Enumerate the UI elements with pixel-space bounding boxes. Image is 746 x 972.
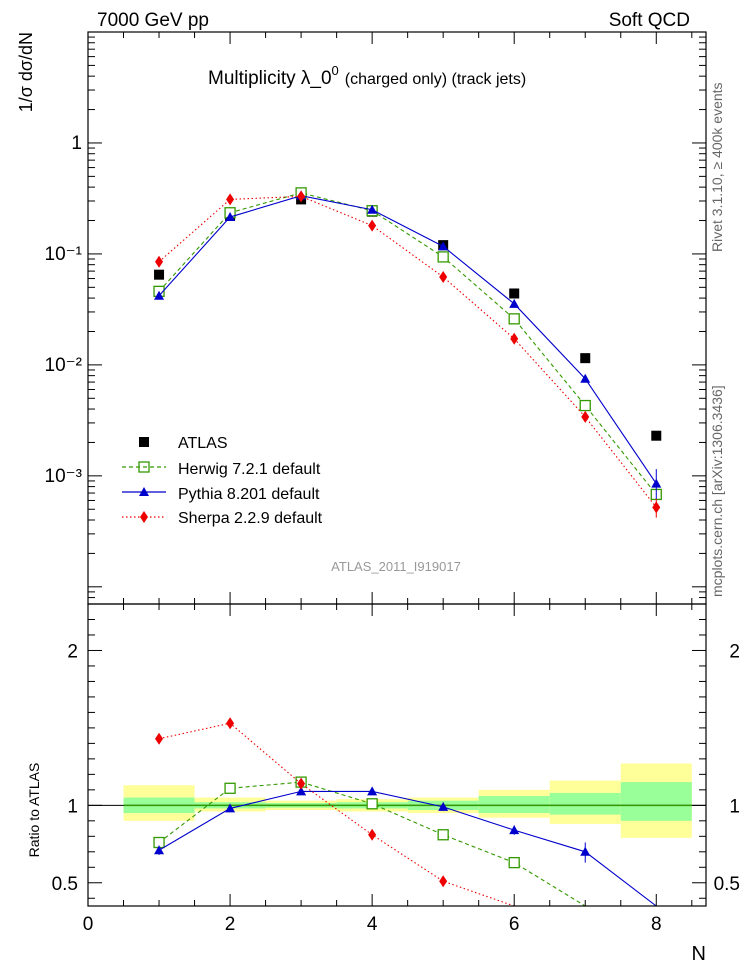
band-inner-7 [549, 792, 621, 815]
main-panel: 1/σ dσ/dN Multiplicity λ_00 (charged only… [16, 31, 707, 605]
chart-title-main: Multiplicity λ_0 [208, 68, 332, 89]
ratio-series-pythia [154, 786, 657, 906]
y-tick-label-0: 10⁻³ [45, 466, 83, 487]
x-tick-label-0: 0 [83, 914, 94, 935]
legend-sherpa-marker [140, 511, 148, 523]
band-inner-6 [478, 796, 550, 814]
point-pythia-4 [367, 204, 378, 214]
point-herwig-5 [437, 251, 449, 263]
y-tick-label-3: 1 [71, 133, 82, 154]
y-tick-label-2: 10⁻¹ [45, 244, 83, 265]
y-axis-label: 1/σ dσ/dN [16, 32, 36, 112]
point-data-1 [154, 269, 165, 280]
x-tick-label-2: 2 [225, 914, 236, 935]
legend-herwig-marker [138, 461, 150, 473]
point-herwig-6 [508, 313, 520, 325]
ratio-line-pythia [158, 790, 657, 906]
x-tick-label-8: 8 [651, 914, 662, 935]
ratio-panel: Ratio to ATLAS N 0 2 4 6 8 0.5 0.5 1 1 2 2 [26, 603, 740, 965]
header-left: 7000 GeV pp [97, 10, 209, 31]
point-sherpa-2 [226, 193, 235, 206]
point-herwig-7 [579, 399, 591, 412]
x-tick-label-4: 4 [367, 914, 378, 935]
series-line-pythia [158, 195, 657, 484]
legend-atlas-label: ATLAS [178, 435, 228, 452]
legend-atlas-marker [139, 437, 149, 447]
ratio-point-pythia-4 [367, 786, 378, 796]
ratio-y-axis-label: Ratio to ATLAS [26, 763, 42, 858]
point-sherpa-7 [581, 410, 590, 423]
point-pythia-2 [225, 212, 236, 222]
y-tick-label-1: 10⁻² [45, 355, 83, 376]
ratio-y-tick-label-left-0: 0.5 [52, 874, 78, 895]
series-line-herwig [158, 192, 657, 495]
mcplots-label: mcplots.cern.ch [arXiv:1306.3436] [709, 385, 725, 597]
chart-title: Multiplicity λ_00 (charged only) (track j… [208, 63, 526, 89]
ratio-frame [87, 603, 707, 907]
ratio-point-herwig-5 [437, 829, 449, 841]
uncertainty-bands [123, 763, 692, 838]
ratio-point-sherpa-2 [226, 717, 235, 730]
ratio-point-sherpa-4 [368, 828, 377, 841]
ratio-point-sherpa-5 [439, 875, 448, 888]
legend: ATLAS Herwig 7.2.1 default Pythia 8.201 … [122, 435, 323, 527]
legend-herwig-label: Herwig 7.2.1 default [178, 461, 321, 478]
ratio-line-sherpa [158, 722, 515, 906]
ratio-series-sherpa [155, 717, 515, 906]
ratio-point-herwig-2 [224, 782, 236, 794]
main-series [153, 187, 662, 518]
band-inner-8 [620, 782, 692, 821]
ratio-point-herwig-6 [508, 856, 520, 869]
legend-pythia-marker [139, 487, 149, 496]
rivet-label: Rivet 3.1.10, ≥ 400k events [709, 82, 725, 252]
point-data-7 [580, 353, 591, 364]
point-sherpa-1 [155, 255, 164, 268]
point-pythia-7 [580, 373, 591, 383]
point-pythia-5 [438, 241, 449, 251]
legend-sherpa-label: Sherpa 2.2.9 default [178, 510, 323, 527]
ratio-point-pythia-3 [296, 786, 307, 796]
chart-title-suffix: (charged only) (track jets) [345, 71, 526, 88]
ratio-point-sherpa-1 [155, 732, 164, 745]
ratio-point-herwig-4 [366, 798, 378, 810]
point-pythia-1 [154, 290, 165, 300]
ratio-y-tick-label-right-0: 0.5 [714, 874, 740, 895]
ratio-y-tick-label-left-1: 1 [67, 796, 78, 817]
point-sherpa-5 [439, 270, 448, 283]
series-herwig [153, 187, 662, 501]
point-sherpa-4 [368, 219, 377, 232]
ratio-point-pythia-2 [225, 803, 236, 813]
point-data-8 [651, 430, 662, 441]
series-line-sherpa [158, 195, 657, 508]
series-pythia [154, 190, 662, 488]
point-sherpa-6 [510, 332, 519, 345]
ratio-series [153, 717, 657, 906]
point-data-6 [509, 288, 520, 299]
ratio-point-sherpa-3 [297, 777, 306, 790]
header-right: Soft QCD [609, 10, 690, 31]
legend-pythia-label: Pythia 8.201 default [178, 486, 320, 503]
point-sherpa-3 [297, 190, 306, 203]
x-axis-label: N [692, 943, 706, 965]
watermark: ATLAS_2011_I919017 [331, 559, 461, 574]
ratio-y-tick-label-left-2: 2 [67, 641, 78, 662]
point-pythia-6 [509, 298, 520, 308]
chart-title-sup: 0 [332, 63, 339, 78]
ratio-y-tick-label-right-1: 1 [729, 796, 740, 817]
x-tick-label-6: 6 [509, 914, 520, 935]
ratio-point-pythia-5 [438, 801, 449, 811]
ratio-y-tick-label-right-2: 2 [729, 641, 740, 662]
